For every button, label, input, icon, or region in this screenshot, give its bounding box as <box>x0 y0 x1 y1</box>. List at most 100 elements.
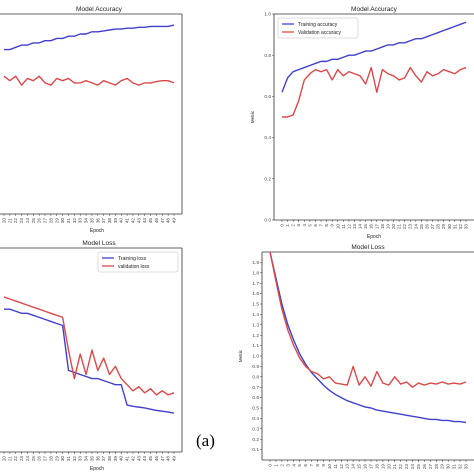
x-tick-label: 16 <box>363 464 368 470</box>
x-tick-label: 43 <box>136 456 141 462</box>
x-tick-label: 2 <box>291 224 296 227</box>
x-tick-label: 36 <box>95 456 100 462</box>
x-tick-label: 23 <box>408 224 413 230</box>
x-tick-label: 1 <box>285 224 290 227</box>
x-tick-label: 28 <box>48 218 53 224</box>
x-axis-label: Epoch <box>367 234 381 240</box>
x-tick-label: 48 <box>166 218 171 224</box>
y-tick-label: 0.4 <box>252 416 259 422</box>
y-axis-label: Metric <box>250 110 255 123</box>
x-tick-label: 8 <box>324 224 329 227</box>
x-tick-label: 24 <box>25 218 30 224</box>
x-tick-label: 49 <box>172 456 177 462</box>
x-tick-label: 0 <box>268 464 273 467</box>
x-tick-label: 24 <box>413 224 418 230</box>
x-tick-label: 9 <box>330 224 335 227</box>
x-tick-label: 37 <box>101 456 106 462</box>
x-tick-label: 36 <box>95 218 100 224</box>
x-tick-label: 32 <box>72 218 77 224</box>
series-line-1 <box>269 252 467 388</box>
x-tick-label: 28 <box>436 224 441 230</box>
series-line-1 <box>3 75 175 86</box>
series-line-0 <box>4 24 175 51</box>
x-tick-label: 20 <box>2 218 7 224</box>
x-tick-label: 31 <box>452 464 457 470</box>
x-tick-label: 21 <box>7 456 12 462</box>
x-tick-label: 35 <box>89 218 94 224</box>
y-axis-label: Metric <box>238 349 243 362</box>
x-tick-label: 13 <box>345 464 350 470</box>
x-tick-label: 8 <box>315 464 320 467</box>
x-tick-label: 20 <box>391 224 396 230</box>
x-tick-label: 12 <box>346 224 351 230</box>
x-tick-label: 34 <box>84 218 89 224</box>
x-tick-label: 24 <box>410 464 415 470</box>
x-tick-label: 33 <box>78 218 83 224</box>
x-tick-label: 29 <box>441 224 446 230</box>
legend-box <box>277 17 359 39</box>
x-tick-label: 31 <box>66 456 71 462</box>
y-tick-label: 0.6 <box>264 94 271 100</box>
y-tick-label: 1.0 <box>264 12 271 18</box>
x-tick-label: 13 <box>352 224 357 230</box>
x-tick-label: 15 <box>357 464 362 470</box>
x-tick-label: 19 <box>385 224 390 230</box>
x-tick-label: 17 <box>368 464 373 470</box>
series-line-0 <box>269 252 467 424</box>
x-axis-label: Epoch <box>90 466 104 472</box>
y-tick-label: 0.0 <box>264 218 271 224</box>
figure-caption: (a) <box>196 431 215 450</box>
x-tick-label: 9 <box>321 464 326 467</box>
x-tick-label: 4 <box>291 464 296 467</box>
panel-loss-left: Model Loss 20 21 22 23 24 25 26 27 28 29 30 31 32 33 34… <box>0 240 183 472</box>
x-tick-label: 19 <box>380 464 385 470</box>
x-tick-label: 28 <box>434 464 439 470</box>
y-tick-label: 0.2 <box>252 437 259 443</box>
x-tick-label: 42 <box>130 218 135 224</box>
x-tick-label: 33 <box>464 464 469 470</box>
x-tick-label: 11 <box>333 464 338 469</box>
chart-title: Model Accuracy <box>351 6 398 13</box>
x-tick-label: 5 <box>307 224 312 227</box>
x-tick-label: 14 <box>351 464 356 470</box>
x-tick-label: 27 <box>428 464 433 470</box>
x-tick-label: 3 <box>285 464 290 467</box>
x-tick-label: 41 <box>125 218 130 224</box>
y-tick-label: 1.3 <box>252 322 259 328</box>
x-tick-label: 7 <box>319 224 324 227</box>
y-tick-label: 1.0 <box>252 354 259 360</box>
x-tick-label: 32 <box>458 464 463 470</box>
x-tick-label: 4 <box>302 224 307 227</box>
x-tick-label: 17 <box>374 224 379 230</box>
x-tick-label: 1 <box>273 464 278 467</box>
x-tick-label: 30 <box>447 224 452 230</box>
x-tick-label: 44 <box>142 218 147 224</box>
x-tick-label: 26 <box>37 218 42 224</box>
legend-box <box>97 251 179 273</box>
legend-label: Validation accuracy <box>298 30 341 36</box>
x-tick-label: 27 <box>430 224 435 230</box>
y-tick-label: 1.9 <box>252 260 259 266</box>
x-tick-label: 47 <box>160 218 165 224</box>
x-tick-label: 31 <box>452 224 457 230</box>
x-tick-label: 33 <box>78 456 83 462</box>
y-tick-label: 0.2 <box>264 176 271 182</box>
x-tick-label: 14 <box>358 224 363 230</box>
x-tick-label: 21 <box>392 464 397 470</box>
x-tick-label: 22 <box>13 456 18 462</box>
x-tick-label: 15 <box>363 224 368 230</box>
x-tick-label: 29 <box>440 464 445 470</box>
x-tick-label: 44 <box>142 456 147 462</box>
x-tick-label: 38 <box>107 456 112 462</box>
x-tick-label: 29 <box>54 456 59 462</box>
y-tick-label: 1.1 <box>252 343 259 349</box>
y-tick-label: 0.4 <box>264 135 271 141</box>
x-tick-label: 27 <box>43 456 48 462</box>
x-tick-label: 39 <box>113 456 118 462</box>
y-tick-label: 0.9 <box>252 364 259 370</box>
x-tick-label: 26 <box>37 456 42 462</box>
x-tick-label: 5 <box>297 464 302 467</box>
x-tick-label: 6 <box>313 224 318 227</box>
